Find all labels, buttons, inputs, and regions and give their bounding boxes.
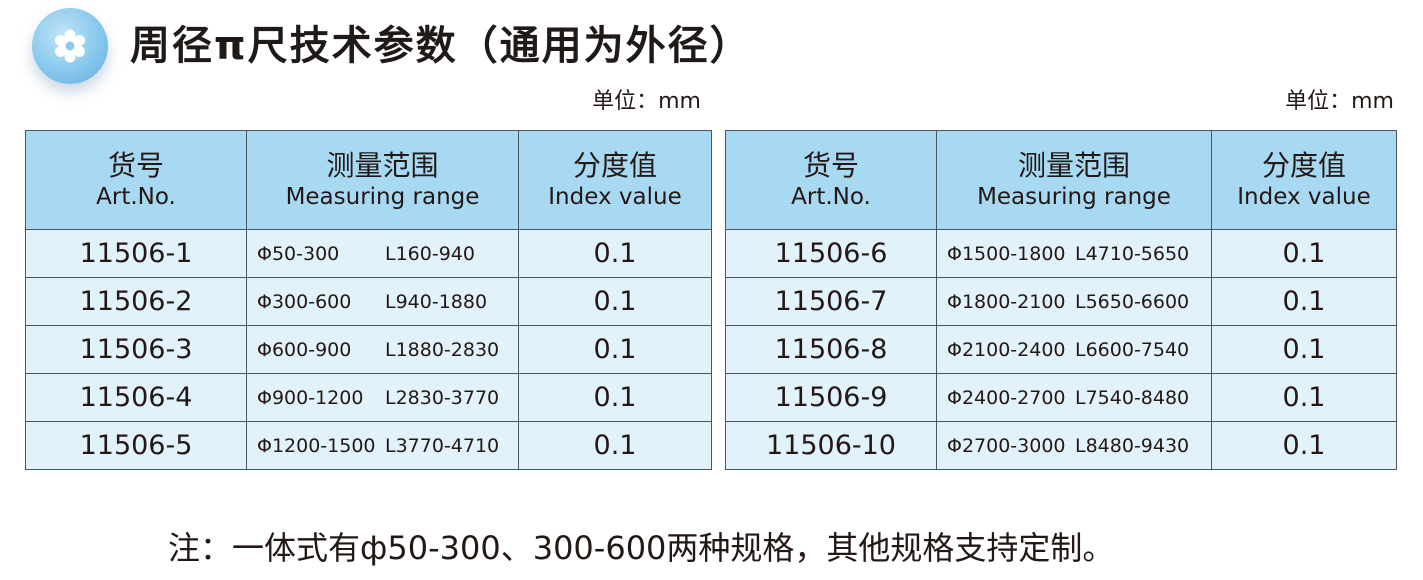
diameter-range: Φ2100-2400 [947, 338, 1066, 361]
length-range: L940-1880 [385, 290, 488, 313]
table-row: 11506-5 Φ1200-1500 L3770-4710 0.1 [25, 421, 712, 470]
gear-icon [55, 29, 85, 63]
header-measuring-range: 测量范围 Measuring range [246, 130, 519, 230]
table-row: 11506-3 Φ600-900 L1880-2830 0.1 [25, 325, 712, 374]
range-cell: Φ900-1200 L2830-3770 [246, 373, 519, 422]
table-row: 11506-10 Φ2700-3000 L8480-9430 0.1 [725, 421, 1397, 470]
index-value-cell: 0.1 [518, 421, 712, 470]
art-no-cell: 11506-3 [25, 325, 247, 374]
spec-table-right: 货号 Art.No. 测量范围 Measuring range 分度值 Inde… [725, 130, 1397, 470]
header-art-no: 货号 Art.No. [25, 130, 247, 230]
range-cell: Φ1500-1800 L4710-5650 [936, 229, 1212, 278]
length-range: L6600-7540 [1075, 338, 1190, 361]
range-cell: Φ2100-2400 L6600-7540 [936, 325, 1212, 374]
range-cell: Φ600-900 L1880-2830 [246, 325, 519, 374]
header-art-en: Art.No. [96, 184, 176, 210]
table-row: 11506-8 Φ2100-2400 L6600-7540 0.1 [725, 325, 1397, 374]
diameter-range: Φ900-1200 [257, 386, 364, 409]
index-value-cell: 0.1 [518, 277, 712, 326]
spec-table-left: 货号 Art.No. 测量范围 Measuring range 分度值 Inde… [25, 130, 712, 470]
art-no-cell: 11506-4 [25, 373, 247, 422]
index-value-cell: 0.1 [1211, 325, 1397, 374]
art-no-cell: 11506-1 [25, 229, 247, 278]
length-range: L2830-3770 [385, 386, 500, 409]
table-row: 11506-6 Φ1500-1800 L4710-5650 0.1 [725, 229, 1397, 278]
table-header-row: 货号 Art.No. 测量范围 Measuring range 分度值 Inde… [25, 130, 712, 230]
art-no-cell: 11506-8 [725, 325, 937, 374]
header-range-en: Measuring range [285, 184, 480, 210]
header-index-en: Index value [548, 184, 682, 210]
header-range-zh: 测量范围 [326, 149, 439, 182]
index-value-cell: 0.1 [1211, 277, 1397, 326]
index-value-cell: 0.1 [518, 229, 712, 278]
header-index-value: 分度值 Index value [1211, 130, 1397, 230]
unit-label-left: 单位：mm [592, 89, 701, 114]
range-cell: Φ50-300 L160-940 [246, 229, 519, 278]
header-measuring-range: 测量范围 Measuring range [936, 130, 1212, 230]
index-value-cell: 0.1 [1211, 229, 1397, 278]
diameter-range: Φ300-600 [257, 290, 352, 313]
diameter-range: Φ2400-2700 [947, 386, 1066, 409]
table-row: 11506-9 Φ2400-2700 L7540-8480 0.1 [725, 373, 1397, 422]
length-range: L5650-6600 [1075, 290, 1190, 313]
diameter-range: Φ1500-1800 [947, 242, 1066, 265]
settings-badge [32, 8, 108, 84]
art-no-cell: 11506-9 [725, 373, 937, 422]
diameter-range: Φ1200-1500 [257, 434, 376, 457]
index-value-cell: 0.1 [518, 325, 712, 374]
diameter-range: Φ1800-2100 [947, 290, 1066, 313]
page-title: 周径π尺技术参数（通用为外径） [130, 23, 752, 69]
header-index-value: 分度值 Index value [518, 130, 712, 230]
length-range: L3770-4710 [385, 434, 500, 457]
header-art-zh: 货号 [802, 149, 859, 182]
length-range: L7540-8480 [1075, 386, 1190, 409]
diameter-range: Φ600-900 [257, 338, 352, 361]
footnote: 注：一体式有ф50-300、300-600两种规格，其他规格支持定制。 [168, 529, 1115, 567]
header-index-en: Index value [1237, 184, 1371, 210]
art-no-cell: 11506-7 [725, 277, 937, 326]
header-art-no: 货号 Art.No. [725, 130, 937, 230]
table-row: 11506-7 Φ1800-2100 L5650-6600 0.1 [725, 277, 1397, 326]
table-row: 11506-1 Φ50-300 L160-940 0.1 [25, 229, 712, 278]
header-index-zh: 分度值 [1261, 149, 1346, 182]
header-index-zh: 分度值 [572, 149, 657, 182]
length-range: L4710-5650 [1075, 242, 1190, 265]
art-no-cell: 11506-10 [725, 421, 937, 470]
table-row: 11506-2 Φ300-600 L940-1880 0.1 [25, 277, 712, 326]
length-range: L1880-2830 [385, 338, 500, 361]
table-row: 11506-4 Φ900-1200 L2830-3770 0.1 [25, 373, 712, 422]
index-value-cell: 0.1 [1211, 373, 1397, 422]
header-art-en: Art.No. [791, 184, 871, 210]
length-range: L8480-9430 [1075, 434, 1190, 457]
range-cell: Φ2700-3000 L8480-9430 [936, 421, 1212, 470]
range-cell: Φ300-600 L940-1880 [246, 277, 519, 326]
range-cell: Φ1200-1500 L3770-4710 [246, 421, 519, 470]
range-cell: Φ1800-2100 L5650-6600 [936, 277, 1212, 326]
index-value-cell: 0.1 [518, 373, 712, 422]
art-no-cell: 11506-5 [25, 421, 247, 470]
index-value-cell: 0.1 [1211, 421, 1397, 470]
unit-label-right: 单位：mm [1285, 89, 1394, 114]
length-range: L160-940 [385, 242, 475, 265]
table-header-row: 货号 Art.No. 测量范围 Measuring range 分度值 Inde… [725, 130, 1397, 230]
range-cell: Φ2400-2700 L7540-8480 [936, 373, 1212, 422]
header-art-zh: 货号 [107, 149, 164, 182]
art-no-cell: 11506-2 [25, 277, 247, 326]
diameter-range: Φ2700-3000 [947, 434, 1066, 457]
art-no-cell: 11506-6 [725, 229, 937, 278]
header-range-zh: 测量范围 [1017, 149, 1130, 182]
diameter-range: Φ50-300 [257, 242, 340, 265]
header-range-en: Measuring range [977, 184, 1171, 210]
